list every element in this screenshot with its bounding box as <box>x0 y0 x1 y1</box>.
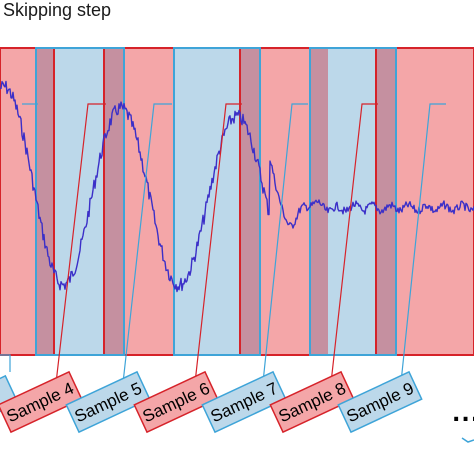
signal-waveform <box>0 80 474 293</box>
label-box-partial <box>0 374 20 425</box>
corner-mark <box>461 437 474 443</box>
callout-lines <box>0 103 446 393</box>
label-sample-7: Sample 7 <box>201 370 287 434</box>
overlap-2 <box>104 48 124 355</box>
callout-line-4 <box>54 103 106 393</box>
label-sample-8: Sample 8 <box>269 370 355 434</box>
callout-line-9 <box>399 103 446 393</box>
callout-line-7 <box>261 103 308 393</box>
callout-line-5 <box>121 103 172 393</box>
overlap-3 <box>240 48 260 355</box>
label-sample-4: Sample 4 <box>0 370 83 434</box>
callout-line-8 <box>329 103 378 393</box>
callout-line-left <box>0 354 11 372</box>
overlap-5 <box>376 48 396 355</box>
ellipsis-text: .... <box>452 402 474 427</box>
diagram-title: Skipping step <box>3 0 112 20</box>
label-sample-9: Sample 9 <box>337 370 423 434</box>
callout-line-6 <box>193 103 242 393</box>
sample-windows <box>0 47 474 356</box>
label-sample-5: Sample 5 <box>65 370 151 434</box>
overlap-1 <box>36 48 54 355</box>
label-sample-6: Sample 6 <box>133 370 219 434</box>
